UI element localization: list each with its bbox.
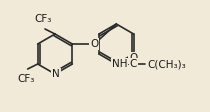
- Text: CF₃: CF₃: [17, 74, 34, 84]
- Text: C(CH₃)₃: C(CH₃)₃: [147, 59, 186, 69]
- Text: O: O: [90, 39, 98, 49]
- Text: NH: NH: [112, 59, 127, 69]
- Text: O: O: [129, 53, 138, 63]
- Text: N: N: [52, 69, 60, 79]
- Text: CF₃: CF₃: [34, 14, 52, 24]
- Text: C: C: [130, 59, 137, 69]
